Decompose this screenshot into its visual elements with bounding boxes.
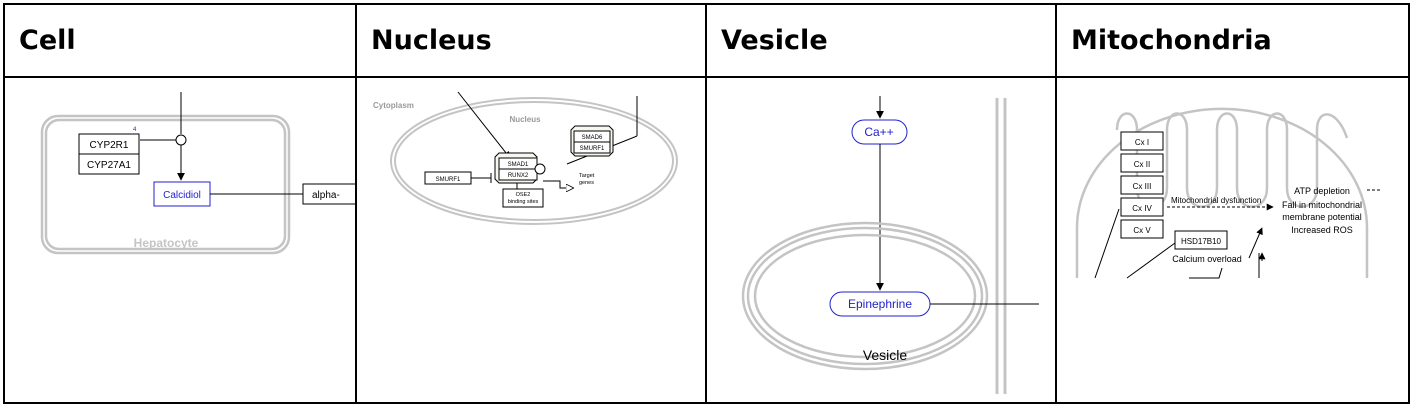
header-nucleus: Nucleus — [371, 25, 492, 56]
nucleus-outer — [390, 97, 678, 225]
vesicle-inner — [753, 233, 977, 359]
mitochondria-panel: Cx I Cx II Cx III Cx IV Cx V Mitochondri… — [1057, 78, 1408, 404]
header-mitochondria: Mitochondria — [1071, 25, 1272, 56]
column-divider — [705, 5, 707, 402]
effect-label: Increased ROS — [1291, 225, 1353, 235]
ose-box — [502, 188, 544, 208]
compartment-label: Vesicle — [863, 347, 908, 363]
nucleus-inner — [394, 101, 674, 221]
effect-label: ATP depletion — [1294, 186, 1350, 196]
gene-label: SMURF1 — [580, 146, 605, 152]
gene-box — [573, 141, 611, 154]
vesicle-middle — [746, 226, 984, 366]
gene-box — [1174, 230, 1228, 250]
metabolite-node — [829, 291, 931, 317]
target-label: genes — [579, 180, 594, 186]
column-divider — [1055, 5, 1057, 402]
complex-label: Cx III — [1133, 182, 1152, 191]
calcium-label: Calcium overload — [1172, 254, 1242, 264]
partial-gene-box — [302, 183, 355, 205]
complex-label: Cx V — [1133, 226, 1151, 235]
nucleus-panel: Cytoplasm Nucleus SMAD1 RUNX2 SMAD6 SMUR… — [357, 78, 705, 404]
partial-gene-label: alpha- — [312, 190, 340, 201]
gene-label: RUNX2 — [508, 173, 529, 179]
gene-label: SMAD1 — [508, 162, 529, 168]
gene-box — [498, 168, 538, 181]
nucleus-label: Nucleus — [509, 115, 541, 124]
vesicle-panel: Ca++ Epinephrine Vesicle — [707, 78, 1055, 404]
catalysis-circle — [534, 163, 546, 175]
gene-label: CYP27A1 — [87, 160, 131, 171]
superscript: 4 — [133, 127, 137, 133]
effect-label: Fall in mitochondrial — [1282, 200, 1362, 210]
gene-box — [78, 153, 140, 175]
mito-outer-membrane — [1075, 107, 1369, 278]
dysfunction-label: Mitochondrial dysfunction — [1171, 196, 1261, 205]
complex-box — [1120, 153, 1164, 173]
complex-box — [1120, 197, 1164, 217]
ose-label: OSE2 — [516, 192, 531, 198]
complex-list: Cx I Cx II Cx III Cx IV Cx V — [1120, 131, 1164, 239]
cytoplasm-label: Cytoplasm — [373, 101, 414, 110]
ion-label: Ca++ — [864, 125, 893, 139]
complex-box — [1120, 175, 1164, 195]
header-divider — [5, 76, 1408, 78]
complex-label: Cx IV — [1132, 204, 1152, 213]
hepatocyte-inner — [44, 118, 287, 251]
column-divider — [355, 5, 357, 402]
hepatocyte-outer — [40, 114, 291, 255]
target-label: Target — [579, 173, 595, 179]
complex-label: Cx II — [1134, 160, 1150, 169]
header-vesicle: Vesicle — [721, 25, 828, 56]
comparison-table: Cell Nucleus Vesicle Mitochondria CYP2R1… — [3, 3, 1410, 404]
catalysis-circle — [175, 134, 187, 146]
gene-label: HSD17B10 — [1181, 237, 1222, 246]
complex-box — [1120, 219, 1164, 239]
gene-label: SMURF1 — [436, 177, 461, 183]
header-cell: Cell — [19, 25, 76, 56]
metabolite-label: Calcidiol — [163, 190, 201, 201]
metabolite-label: Epinephrine — [848, 297, 912, 311]
vesicle-outer — [741, 221, 989, 371]
ose-label: binding sites — [508, 199, 539, 205]
gene-label: SMAD6 — [582, 135, 603, 141]
gene-label: CYP2R1 — [90, 140, 129, 151]
cell-panel: CYP2R1 CYP27A1 4 Calcidiol alpha- Hepato… — [5, 78, 355, 404]
complex-label: Cx I — [1135, 138, 1149, 147]
effect-label: membrane potential — [1282, 212, 1362, 222]
complex-box — [1120, 131, 1164, 151]
compartment-label: Hepatocyte — [134, 236, 199, 250]
